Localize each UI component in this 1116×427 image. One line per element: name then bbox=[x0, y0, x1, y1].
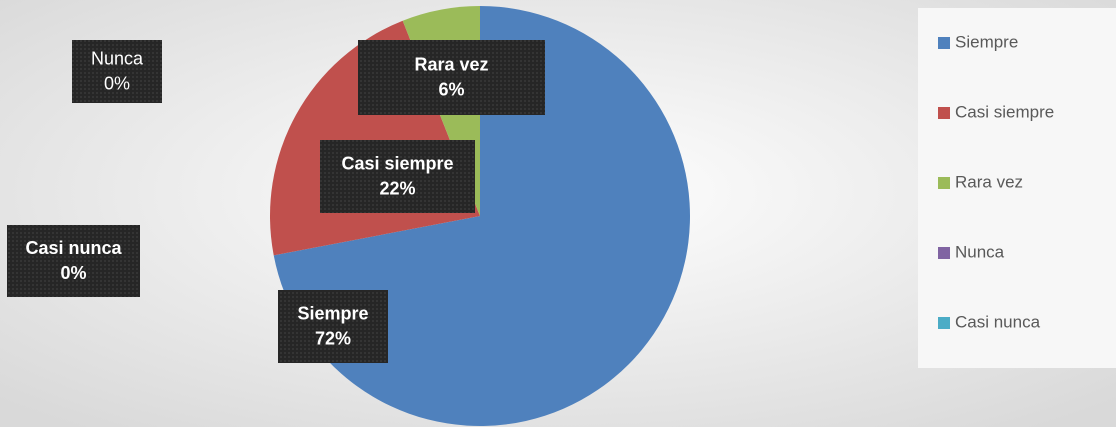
data-label-category: Casi siempre bbox=[341, 153, 453, 173]
data-label-box bbox=[358, 40, 545, 115]
legend-label: Casi siempre bbox=[955, 102, 1054, 121]
data-label-box bbox=[320, 140, 475, 213]
data-label-category: Rara vez bbox=[414, 54, 488, 74]
legend-swatch bbox=[938, 107, 950, 119]
data-label-category: Casi nunca bbox=[25, 238, 122, 258]
data-label-box bbox=[7, 225, 140, 297]
data-label-box bbox=[72, 40, 162, 103]
legend-swatch bbox=[938, 247, 950, 259]
data-label-value: 6% bbox=[438, 79, 464, 99]
legend-label: Casi nunca bbox=[955, 312, 1041, 331]
data-label-value: 72% bbox=[315, 328, 351, 348]
legend-label: Siempre bbox=[955, 32, 1018, 51]
data-label-category: Siempre bbox=[297, 303, 368, 323]
data-label-value: 22% bbox=[379, 178, 415, 198]
legend-swatch bbox=[938, 37, 950, 49]
legend-label: Nunca bbox=[955, 242, 1005, 261]
legend-box bbox=[918, 8, 1116, 368]
data-label-value: 0% bbox=[60, 263, 86, 283]
legend-swatch bbox=[938, 317, 950, 329]
legend-label: Rara vez bbox=[955, 172, 1023, 191]
data-label-value: 0% bbox=[104, 73, 130, 93]
data-label-box bbox=[278, 290, 388, 363]
data-label-category: Nunca bbox=[91, 48, 144, 68]
legend-swatch bbox=[938, 177, 950, 189]
